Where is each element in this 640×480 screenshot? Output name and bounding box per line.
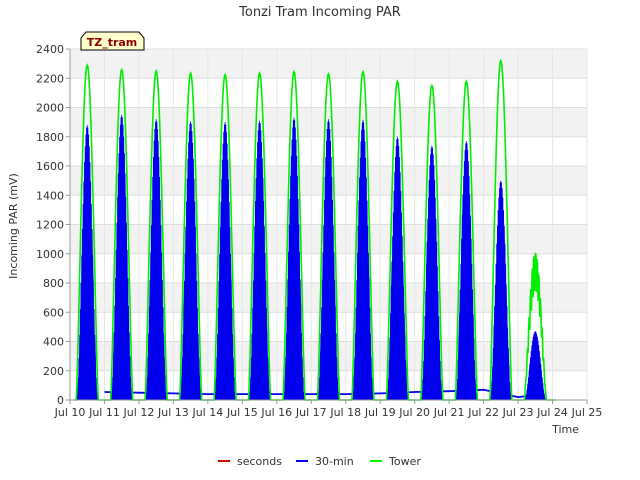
x-tick-label: Jul 24 [536, 406, 568, 419]
y-tick-label: 800 [43, 277, 64, 290]
x-tick-label: Jul 20 [398, 406, 430, 419]
y-tick-label: 1200 [36, 219, 64, 232]
tag-box-shape [80, 31, 145, 51]
y-tick-label: 400 [43, 336, 64, 349]
chart-title: Tonzi Tram Incoming PAR [238, 5, 401, 20]
y-tick-label: 1000 [36, 248, 64, 261]
y-axis-label: Incoming PAR (mV) [7, 173, 20, 279]
tag-label: TZ_tram [87, 36, 138, 49]
y-tick-label: 2400 [36, 43, 64, 56]
x-axis-label: Time [551, 423, 579, 436]
x-tick-label: Jul 19 [364, 406, 396, 419]
x-tick-label: Jul 21 [433, 406, 465, 419]
x-tick-label: Jul 14 [191, 406, 223, 419]
tag-box: TZ_tram [80, 31, 145, 51]
series-30min-day [76, 125, 99, 401]
y-tick-label: 1800 [36, 131, 64, 144]
series-30min-day [283, 117, 305, 401]
x-tick-label: Jul 11 [88, 406, 120, 419]
series-30min-day [421, 145, 443, 401]
x-tick-label: Jul 18 [329, 406, 361, 419]
series-30min-day [248, 120, 271, 401]
x-tick-label: Jul 25 [571, 406, 603, 419]
series-30min-day [214, 122, 236, 401]
x-tick-label: Jul 23 [502, 406, 534, 419]
axes: 0 200 400 600 800 1000 1200 1400 1600 1800 2000 220… [36, 43, 602, 419]
legend: seconds 30-min Tower [218, 455, 421, 468]
legend-label-30-min: 30-min [315, 455, 354, 468]
series-30min-day [386, 136, 409, 401]
y-tick-label: 2200 [36, 72, 64, 85]
series-30min-day [489, 180, 512, 401]
y-tick-label: 1400 [36, 189, 64, 202]
x-tick-label: Jul 22 [467, 406, 499, 419]
series-30min-day [110, 114, 133, 401]
series-30min-day [352, 119, 374, 401]
series-30min-day [524, 331, 547, 401]
x-tick-label: Jul 10 [54, 406, 86, 419]
x-tick-label: Jul 12 [123, 406, 155, 419]
y-tick-label: 200 [43, 365, 64, 378]
series-layer [73, 58, 556, 401]
y-tick-label: 2000 [36, 102, 64, 115]
legend-label-Tower: Tower [388, 455, 421, 468]
x-tick-label: Jul 17 [295, 406, 327, 419]
series-30min-day [145, 119, 167, 401]
series-30min-day [179, 121, 202, 401]
series-30min-day [317, 119, 340, 401]
x-tick-label: Jul 15 [226, 406, 258, 419]
y-tick-label: 0 [57, 394, 64, 407]
x-tick-label: Jul 16 [260, 406, 292, 419]
x-tick-label: Jul 13 [157, 406, 189, 419]
legend-label-seconds: seconds [237, 455, 282, 468]
y-tick-label: 1600 [36, 160, 64, 173]
y-tick-label: 600 [43, 306, 64, 319]
series-30min-day [455, 141, 478, 401]
